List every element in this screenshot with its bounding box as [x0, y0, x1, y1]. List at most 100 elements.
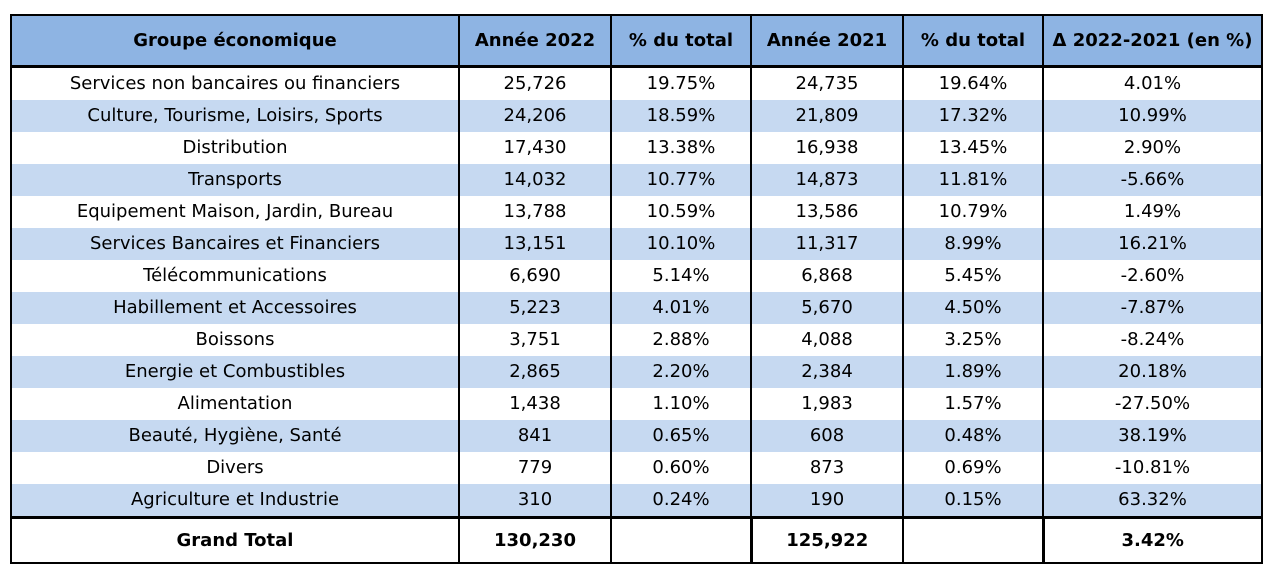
cell-annee-2021: 1,983	[750, 388, 904, 420]
cell-annee-2021: 16,938	[750, 132, 904, 164]
table-body: Services non bancaires ou financiers 25,7…	[10, 66, 1263, 519]
cell-pct-2021: 3.25%	[902, 324, 1044, 356]
cell-delta: 20.18%	[1042, 356, 1263, 388]
table-row: Beauté, Hygiène, Santé 841 0.65% 608 0.48% 38…	[10, 420, 1263, 452]
table-row: Distribution 17,430 13.38% 16,938 13.45% 2.90…	[10, 132, 1263, 164]
cell-delta: 16.21%	[1042, 228, 1263, 260]
cell-groupe: Agriculture et Industrie	[10, 484, 460, 519]
cell-pct-2021: 0.69%	[902, 452, 1044, 484]
cell-annee-2022: 13,788	[458, 196, 612, 228]
cell-annee-2022: 1,438	[458, 388, 612, 420]
cell-pct-2022: 19.75%	[610, 66, 752, 100]
header-groupe: Groupe économique	[10, 14, 460, 68]
cell-pct-2021: 5.45%	[902, 260, 1044, 292]
table-row: Services Bancaires et Financiers 13,151 10…	[10, 228, 1263, 260]
cell-pct-2022: 10.10%	[610, 228, 752, 260]
cell-annee-2021: 608	[750, 420, 904, 452]
cell-annee-2022: 841	[458, 420, 612, 452]
cell-pct-2022: 18.59%	[610, 100, 752, 132]
cell-pct-2022: 10.77%	[610, 164, 752, 196]
cell-pct-2022: 2.88%	[610, 324, 752, 356]
header-annee-2021: Année 2021	[750, 14, 904, 68]
table-row: Boissons 3,751 2.88% 4,088 3.25% -8.24%	[10, 324, 1263, 356]
cell-delta: -2.60%	[1042, 260, 1263, 292]
table-row: Culture, Tourisme, Loisirs, Sports 24,206…	[10, 100, 1263, 132]
cell-annee-2022: 779	[458, 452, 612, 484]
cell-annee-2021: 5,670	[750, 292, 904, 324]
cell-pct-2022: 5.14%	[610, 260, 752, 292]
cell-annee-2022: 3,751	[458, 324, 612, 356]
header-delta: Δ 2022-2021 (en %)	[1042, 14, 1263, 68]
cell-annee-2022: 310	[458, 484, 612, 519]
cell-pct-2022: 4.01%	[610, 292, 752, 324]
cell-pct-2021: 13.45%	[902, 132, 1044, 164]
cell-pct-2021: 11.81%	[902, 164, 1044, 196]
cell-annee-2021: 21,809	[750, 100, 904, 132]
cell-groupe: Distribution	[10, 132, 460, 164]
table-row: Energie et Combustibles 2,865 2.20% 2,384 1.…	[10, 356, 1263, 388]
header-row: Groupe économique Année 2022 % du total …	[10, 14, 1263, 68]
cell-annee-2022: 14,032	[458, 164, 612, 196]
total-label: Grand Total	[10, 516, 460, 564]
cell-pct-2021: 17.32%	[902, 100, 1044, 132]
table-row: Transports 14,032 10.77% 14,873 11.81% -5.66%	[10, 164, 1263, 196]
total-row: Grand Total 130,230 125,922 3.42%	[10, 516, 1263, 564]
cell-groupe: Services non bancaires ou financiers	[10, 66, 460, 100]
cell-pct-2022: 13.38%	[610, 132, 752, 164]
cell-groupe: Energie et Combustibles	[10, 356, 460, 388]
cell-annee-2021: 13,586	[750, 196, 904, 228]
table-row: Alimentation 1,438 1.10% 1,983 1.57% -27.50%	[10, 388, 1263, 420]
cell-annee-2021: 11,317	[750, 228, 904, 260]
total-pct-2022-empty	[610, 516, 753, 564]
cell-annee-2022: 24,206	[458, 100, 612, 132]
cell-delta: 2.90%	[1042, 132, 1263, 164]
table-row: Agriculture et Industrie 310 0.24% 190 0.15%…	[10, 484, 1263, 519]
cell-pct-2022: 1.10%	[610, 388, 752, 420]
cell-pct-2022: 2.20%	[610, 356, 752, 388]
cell-delta: -10.81%	[1042, 452, 1263, 484]
cell-groupe: Divers	[10, 452, 460, 484]
cell-annee-2022: 6,690	[458, 260, 612, 292]
table-row: Divers 779 0.60% 873 0.69% -10.81%	[10, 452, 1263, 484]
cell-pct-2022: 0.60%	[610, 452, 752, 484]
cell-delta: -5.66%	[1042, 164, 1263, 196]
cell-groupe: Beauté, Hygiène, Santé	[10, 420, 460, 452]
cell-annee-2021: 2,384	[750, 356, 904, 388]
cell-annee-2021: 24,735	[750, 66, 904, 100]
cell-delta: -7.87%	[1042, 292, 1263, 324]
cell-groupe: Habillement et Accessoires	[10, 292, 460, 324]
cell-pct-2021: 0.15%	[902, 484, 1044, 519]
cell-annee-2022: 17,430	[458, 132, 612, 164]
cell-pct-2021: 8.99%	[902, 228, 1044, 260]
header-pct-2022: % du total	[610, 14, 752, 68]
total-delta: 3.42%	[1042, 516, 1263, 564]
cell-annee-2022: 2,865	[458, 356, 612, 388]
cell-pct-2021: 4.50%	[902, 292, 1044, 324]
total-pct-2021-empty	[902, 516, 1045, 564]
cell-annee-2022: 25,726	[458, 66, 612, 100]
cell-annee-2022: 13,151	[458, 228, 612, 260]
header-annee-2022: Année 2022	[458, 14, 612, 68]
economic-groups-table: Groupe économique Année 2022 % du total …	[10, 14, 1263, 564]
table-row: Habillement et Accessoires 5,223 4.01% 5,67…	[10, 292, 1263, 324]
cell-annee-2021: 873	[750, 452, 904, 484]
cell-pct-2021: 1.57%	[902, 388, 1044, 420]
table-container: Groupe économique Année 2022 % du total …	[10, 14, 1263, 564]
cell-delta: 4.01%	[1042, 66, 1263, 100]
cell-pct-2022: 10.59%	[610, 196, 752, 228]
cell-delta: 10.99%	[1042, 100, 1263, 132]
cell-groupe: Boissons	[10, 324, 460, 356]
cell-annee-2022: 5,223	[458, 292, 612, 324]
cell-annee-2021: 6,868	[750, 260, 904, 292]
table-row: Télécommunications 6,690 5.14% 6,868 5.45% -2…	[10, 260, 1263, 292]
cell-groupe: Culture, Tourisme, Loisirs, Sports	[10, 100, 460, 132]
table-row: Equipement Maison, Jardin, Bureau 13,788 1…	[10, 196, 1263, 228]
cell-delta: 1.49%	[1042, 196, 1263, 228]
cell-delta: 63.32%	[1042, 484, 1263, 519]
cell-groupe: Transports	[10, 164, 460, 196]
cell-annee-2021: 14,873	[750, 164, 904, 196]
cell-pct-2021: 1.89%	[902, 356, 1044, 388]
cell-pct-2021: 10.79%	[902, 196, 1044, 228]
cell-groupe: Equipement Maison, Jardin, Bureau	[10, 196, 460, 228]
cell-pct-2021: 19.64%	[902, 66, 1044, 100]
